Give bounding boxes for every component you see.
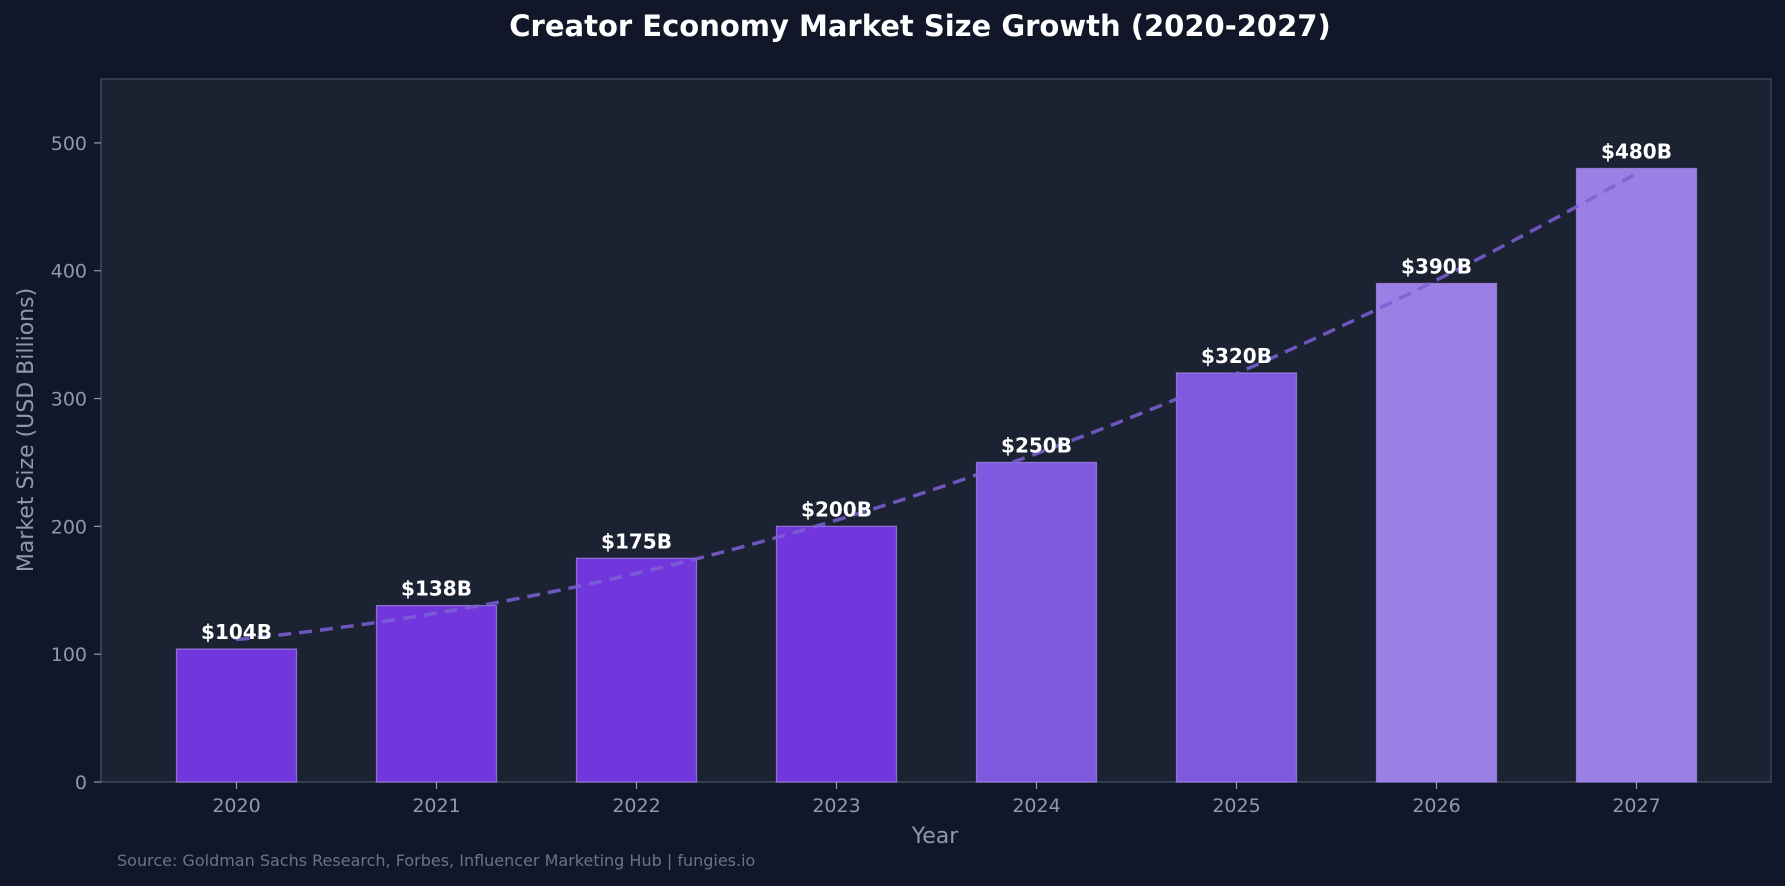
- y-tick-label: 300: [51, 389, 87, 411]
- bars: [175, 167, 1698, 783]
- x-tick-label: 2023: [812, 795, 860, 817]
- bar-value-label: $175B: [601, 529, 672, 553]
- x-axis-ticks: 2020 2021 2022 2023 2024 2025 2026 2027: [212, 782, 1661, 817]
- bar-value-label: $390B: [1401, 255, 1472, 279]
- x-tick-label: 2024: [1012, 795, 1060, 817]
- bar-2025: [1175, 372, 1298, 783]
- bar-value-label: $104B: [201, 620, 272, 644]
- y-axis-label: Market Size (USD Billions): [14, 288, 39, 572]
- y-tick-label: 400: [51, 261, 87, 283]
- bar-value-label: $480B: [1601, 139, 1672, 163]
- x-tick-label: 2021: [412, 795, 460, 817]
- y-tick-label: 500: [51, 133, 87, 155]
- y-tick-label: 200: [51, 516, 87, 538]
- chart-title: Creator Economy Market Size Growth (2020…: [509, 9, 1330, 43]
- bar-2027: [1575, 167, 1698, 783]
- x-tick-label: 2027: [1612, 795, 1660, 817]
- bar-value-labels: $104B $138B $175B $200B $250B $320B $390B $480B: [201, 139, 1672, 644]
- bar-value-label: $200B: [801, 497, 872, 521]
- x-axis-label: Year: [911, 824, 960, 849]
- source-note: Source: Goldman Sachs Research, Forbes, …: [117, 851, 755, 870]
- bar-2020: [175, 648, 298, 783]
- bar-value-label: $320B: [1201, 344, 1272, 368]
- bar-value-label: $250B: [1001, 433, 1072, 457]
- bar-2026: [1375, 282, 1498, 783]
- trend-line: [236, 171, 1638, 642]
- bar-2023: [775, 525, 898, 783]
- bar-value-label: $138B: [401, 577, 472, 601]
- bar-2021: [375, 604, 498, 783]
- y-tick-label: 0: [75, 772, 87, 794]
- x-tick-label: 2026: [1412, 795, 1460, 817]
- bar-2024: [975, 461, 1098, 783]
- y-tick-label: 100: [51, 644, 87, 666]
- bar-2022: [575, 557, 698, 783]
- x-tick-label: 2025: [1212, 795, 1260, 817]
- x-tick-label: 2020: [212, 795, 260, 817]
- plot-area: [100, 78, 1772, 783]
- x-tick-label: 2022: [612, 795, 660, 817]
